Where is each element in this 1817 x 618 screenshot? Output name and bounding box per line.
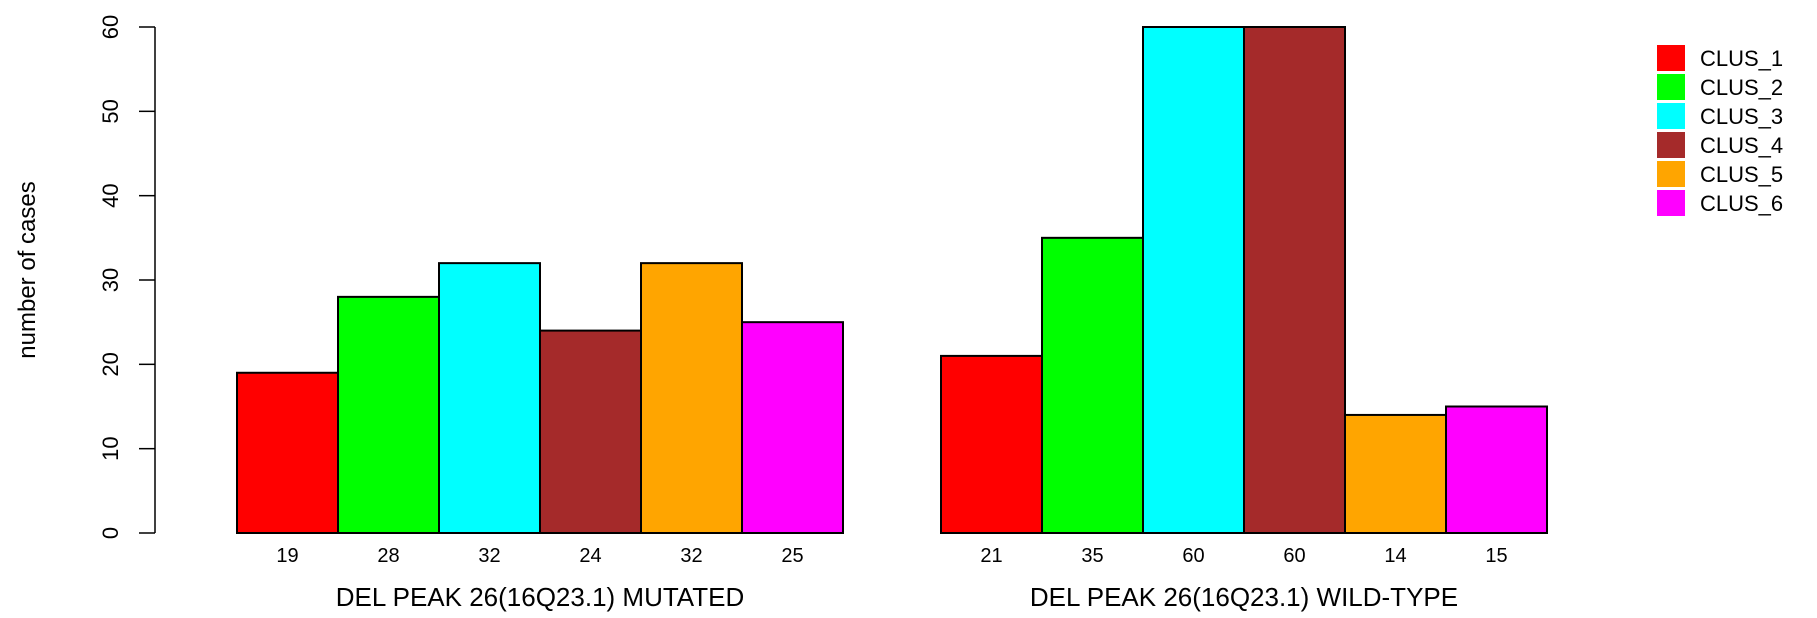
bar-count-label: 25 [781, 545, 803, 567]
bar-count-label: 21 [980, 545, 1002, 567]
legend-item: CLUS_1 [1657, 45, 1783, 71]
bar [438, 262, 541, 534]
legend-swatch [1657, 190, 1685, 216]
bar-count-label: 19 [276, 545, 298, 567]
legend-item: CLUS_5 [1657, 161, 1783, 187]
y-axis-title: number of cases [14, 181, 41, 358]
y-tick-label: 60 [98, 15, 123, 39]
legend-label: CLUS_5 [1700, 162, 1783, 187]
bar [236, 371, 339, 534]
y-tick-label: 50 [98, 99, 123, 123]
legend-item: CLUS_2 [1657, 74, 1783, 100]
legend-swatch [1657, 45, 1685, 71]
bar-group: 19 28 32 24 32 25 DEL PEAK 26(16Q23.1) MUTATED [236, 262, 844, 612]
y-axis: 0 10 20 30 40 50 60 [98, 15, 156, 539]
y-tick-label: 20 [98, 352, 123, 376]
bar-count-label: 60 [1283, 545, 1305, 567]
bar [539, 329, 642, 534]
legend-item: CLUS_3 [1657, 103, 1783, 129]
group-label: DEL PEAK 26(16Q23.1) WILD-TYPE [1030, 582, 1458, 612]
bar [940, 354, 1043, 534]
bar [1445, 405, 1548, 534]
legend-swatch [1657, 161, 1685, 187]
bar-count-label: 15 [1485, 545, 1507, 567]
legend-label: CLUS_2 [1700, 75, 1783, 100]
legend-label: CLUS_6 [1700, 191, 1783, 216]
bar-count-label: 24 [579, 545, 601, 567]
bar [1344, 413, 1447, 534]
bar [337, 295, 440, 534]
legend-label: CLUS_4 [1700, 133, 1783, 158]
legend-swatch [1657, 103, 1685, 129]
bars: 19 28 32 24 32 25 DEL PEAK 26(16Q23.1) MUTATED… [236, 26, 1548, 612]
bar [640, 262, 743, 534]
bar [1041, 236, 1144, 534]
legend-item: CLUS_4 [1657, 132, 1783, 158]
legend-label: CLUS_3 [1700, 104, 1783, 129]
y-tick-label: 40 [98, 183, 123, 207]
legend-item: CLUS_6 [1657, 190, 1783, 216]
bar-count-label: 35 [1081, 545, 1103, 567]
bar-count-label: 14 [1384, 545, 1406, 567]
y-tick-label: 0 [98, 527, 123, 539]
legend-label: CLUS_1 [1700, 46, 1783, 71]
y-tick-label: 30 [98, 268, 123, 292]
bar-group: 21 35 60 60 14 15 DEL PEAK 26(16Q23.1) WILD-TY… [940, 26, 1548, 612]
bar [1142, 26, 1245, 534]
bar [1243, 26, 1346, 534]
bar-count-label: 60 [1182, 545, 1204, 567]
y-tick-label: 10 [98, 436, 123, 460]
bar-count-label: 28 [377, 545, 399, 567]
bar-count-label: 32 [478, 545, 500, 567]
legend-swatch [1657, 132, 1685, 158]
bar-count-label: 32 [680, 545, 702, 567]
legend-swatch [1657, 74, 1685, 100]
legend: CLUS_1 CLUS_2 CLUS_3 CLUS_4 CLUS_5 CLUS_6 [1657, 45, 1783, 216]
group-label: DEL PEAK 26(16Q23.1) MUTATED [336, 582, 744, 612]
bar [741, 321, 844, 534]
